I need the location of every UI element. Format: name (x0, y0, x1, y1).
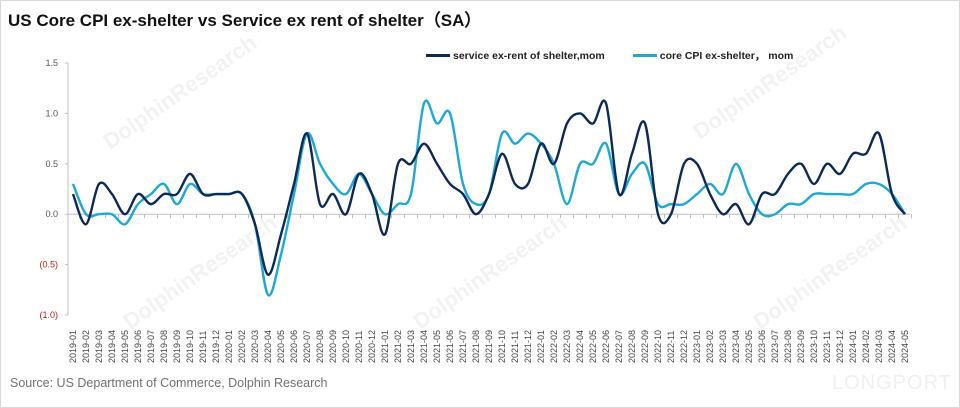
x-tick-label: 2019-02 (81, 330, 91, 363)
series-line-service-ex-rent (71, 99, 907, 276)
y-tick-label: (0.5) (39, 260, 58, 270)
x-tick-label: 2023-01 (692, 330, 702, 363)
x-tick-label: 2020-10 (341, 330, 351, 363)
x-tick-label: 2021-09 (484, 330, 494, 363)
x-tick-label: 2023-03 (718, 330, 728, 363)
x-tick-label: 2019-10 (185, 330, 195, 363)
x-tick-label: 2020-08 (315, 330, 325, 363)
x-tick-label: 2023-06 (757, 330, 767, 363)
x-tick-label: 2020-01 (224, 330, 234, 363)
x-tick-label: 2022-05 (588, 330, 598, 363)
x-tick-label: 2023-12 (835, 330, 845, 363)
watermark-layer: DolphinResearch DolphinResearch DolphinRes… (99, 20, 912, 334)
x-tick-label: 2020-03 (250, 330, 260, 363)
x-tick-label: 2021-08 (471, 330, 481, 363)
x-tick-label: 2019-08 (159, 330, 169, 363)
x-tick-label: 2023-10 (809, 330, 819, 363)
x-tick-label: 2019-09 (172, 330, 182, 363)
x-tick-label: 2019-12 (211, 330, 221, 363)
x-tick-label: 2022-08 (627, 330, 637, 363)
x-tick-label: 2019-07 (146, 330, 156, 363)
x-tick-label: 2021-10 (497, 330, 507, 363)
axes: 1.51.00.50.0(0.5)(1.0)2019-01 2019-02 2019… (39, 58, 912, 363)
x-tick-label: 2022-02 (549, 330, 559, 363)
x-tick-label: 2024-04 (887, 330, 897, 363)
x-tick-label: 2020-11 (354, 331, 364, 363)
series-layer (71, 99, 907, 297)
x-tick-label: 2020-07 (302, 330, 312, 363)
x-tick-label: 2022-10 (653, 330, 663, 363)
x-tick-label: 2022-03 (562, 330, 572, 363)
x-tick-label: 2019-03 (94, 330, 104, 363)
x-tick-label: 2020-06 (289, 330, 299, 363)
x-tick-label: 2022-12 (679, 330, 689, 363)
y-tick-label: 1.0 (45, 108, 58, 118)
watermark-text: DolphinResearch (99, 30, 262, 154)
x-tick-label: 2019-11 (198, 331, 208, 363)
x-tick-label: 2023-09 (796, 330, 806, 363)
x-tick-label: 2019-01 (68, 330, 78, 363)
watermark-text: DolphinResearch (749, 210, 912, 334)
x-tick-label: 2023-08 (783, 330, 793, 363)
x-tick-label: 2021-12 (523, 330, 533, 363)
x-tick-label: 2023-05 (744, 330, 754, 363)
x-tick-label: 2021-03 (406, 330, 416, 363)
legend-item-core-cpi: core CPI ex-shelter， mom (632, 48, 794, 63)
source-note: Source: US Department of Commerce, Dolph… (10, 376, 328, 390)
x-tick-label: 2021-11 (510, 331, 520, 363)
x-tick-label: 2022-07 (614, 330, 624, 363)
x-tick-label: 2022-01 (536, 330, 546, 363)
legend-swatch-core-cpi (632, 54, 657, 57)
longport-logo: LONGPORT (832, 372, 952, 394)
y-tick-label: (1.0) (39, 310, 58, 320)
legend-label-core-cpi: core CPI ex-shelter， mom (659, 50, 794, 62)
legend: service ex-rent of shelter,mom core CPI … (426, 48, 793, 63)
x-tick-label: 2024-05 (900, 330, 910, 363)
x-tick-label: 2020-09 (328, 330, 338, 363)
y-tick-label: 0.5 (45, 159, 58, 169)
x-tick-label: 2020-04 (263, 330, 273, 363)
x-tick-label: 2021-01 (380, 330, 390, 363)
legend-swatch-service (426, 54, 450, 57)
x-tick-label: 2019-06 (133, 330, 143, 363)
x-tick-label: 2022-06 (601, 330, 611, 363)
x-tick-label: 2023-07 (770, 330, 780, 363)
x-tick-label: 2019-05 (120, 330, 130, 363)
x-tick-label: 2022-04 (575, 330, 585, 363)
watermark-text: DolphinResearch (689, 20, 852, 144)
x-tick-label: 2023-02 (705, 330, 715, 363)
x-tick-label: 2021-06 (445, 330, 455, 363)
x-tick-label: 2021-07 (458, 330, 468, 363)
x-tick-label: 2024-03 (874, 330, 884, 363)
y-tick-label: 0.0 (45, 209, 58, 219)
x-tick-label: 2024-01 (848, 330, 858, 363)
watermark-text: DolphinResearch (409, 210, 572, 334)
x-tick-label: 2021-04 (419, 330, 429, 363)
legend-item-service: service ex-rent of shelter,mom (426, 48, 605, 63)
x-tick-label: 2020-02 (237, 330, 247, 363)
chart-title: US Core CPI ex-shelter vs Service ex ren… (8, 11, 482, 30)
x-tick-label: 2023-04 (731, 330, 741, 363)
x-tick-label: 2020-05 (276, 330, 286, 363)
x-tick-label: 2019-04 (107, 330, 117, 363)
x-tick-label: 2022-11 (666, 331, 676, 363)
legend-label-service: service ex-rent of shelter,mom (453, 49, 605, 62)
x-tick-label: 2023-11 (822, 331, 832, 363)
x-tick-label: 2021-05 (432, 330, 442, 363)
x-tick-label: 2020-12 (367, 330, 377, 363)
y-tick-label: 1.5 (45, 58, 58, 68)
x-tick-label: 2021-02 (393, 330, 403, 363)
x-tick-label: 2024-02 (861, 330, 871, 363)
x-tick-label: 2022-09 (640, 330, 650, 363)
